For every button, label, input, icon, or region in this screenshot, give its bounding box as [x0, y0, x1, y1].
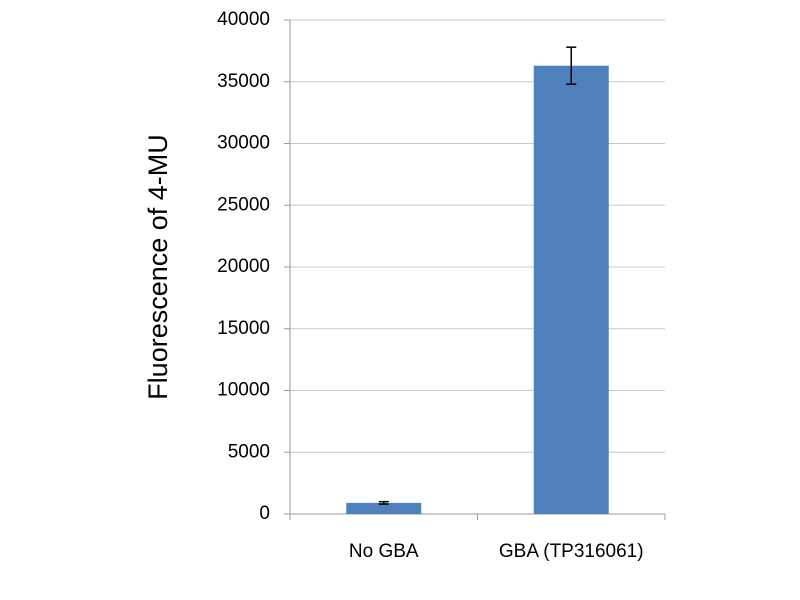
y-tick-label: 5000	[228, 441, 270, 462]
error-bar	[566, 46, 577, 85]
y-tick-label: 0	[259, 503, 270, 524]
x-tick-label: No GBA	[348, 541, 419, 562]
y-tick-label: 10000	[217, 380, 270, 401]
y-tick-label: 35000	[217, 71, 270, 92]
y-tick-label: 15000	[217, 318, 270, 339]
y-tick-label: 25000	[217, 194, 270, 215]
y-tick-label: 20000	[217, 256, 270, 277]
bar	[346, 502, 422, 514]
y-axis-label: Fluorescence of 4-MU	[143, 134, 173, 400]
error-bar	[378, 500, 389, 505]
x-tick-label: GBA (TP316061)	[498, 541, 644, 562]
y-tick-label: 30000	[217, 133, 270, 154]
y-tick-label: 40000	[217, 9, 270, 30]
bar	[533, 65, 609, 514]
